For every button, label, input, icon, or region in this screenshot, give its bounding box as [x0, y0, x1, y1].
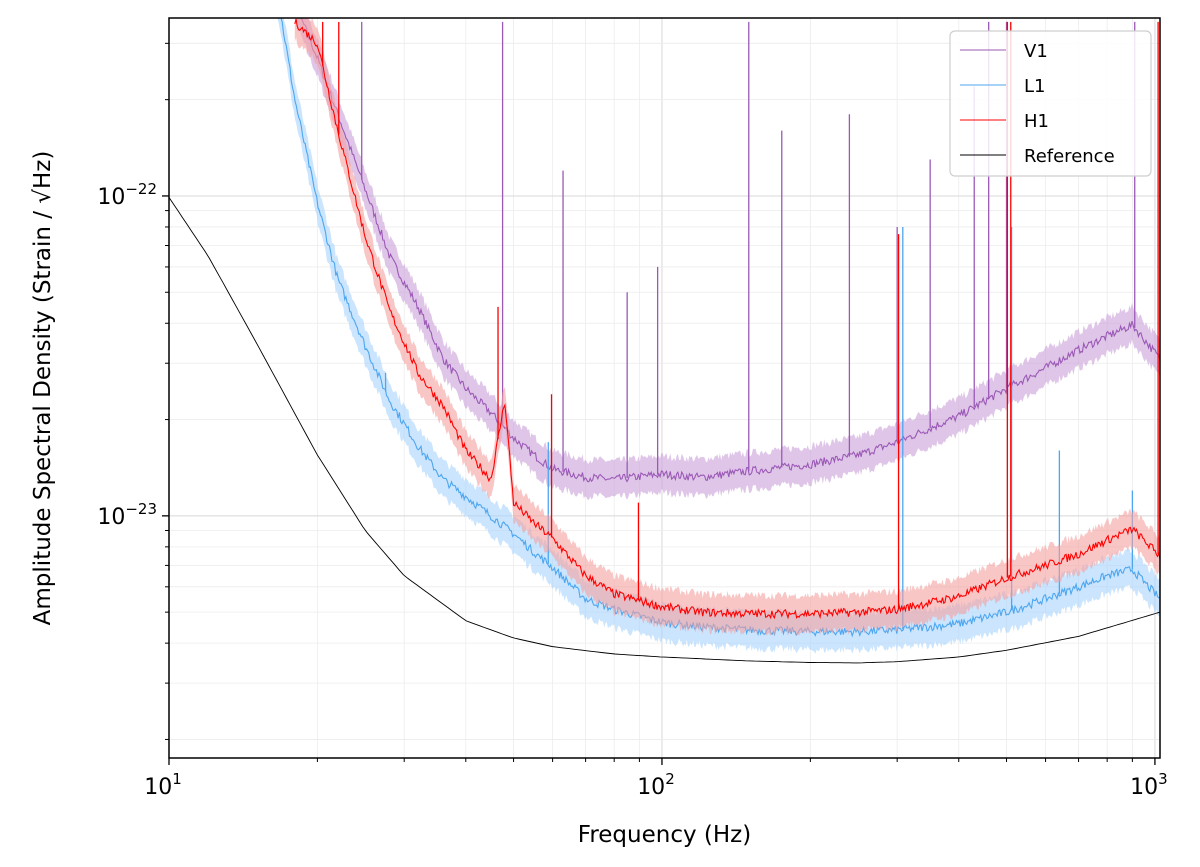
series-band: [294, 18, 1160, 636]
x-tick-base: 10: [637, 775, 665, 800]
x-tick-base: 10: [1130, 775, 1158, 800]
legend-box: [949, 30, 1152, 177]
x-tick-exp: 1: [172, 770, 182, 788]
y-tick-base: 10: [97, 505, 125, 530]
x-tick-label: 102: [637, 770, 675, 800]
y-tick-label: 10−22: [97, 180, 157, 210]
x-axis-label: Frequency (Hz): [578, 822, 751, 848]
y-tick-base: 10: [97, 185, 125, 210]
y-axis-label: Amplitude Spectral Density (Strain / √Hz…: [30, 151, 56, 626]
series-band: [269, 18, 1160, 654]
x-tick-label: 101: [144, 770, 182, 800]
y-tick-exp: −22: [125, 180, 157, 198]
y-tick-label: 10−23: [97, 500, 157, 530]
series-line: [169, 197, 1160, 664]
y-tick-exp: −23: [125, 500, 157, 518]
x-tick-base: 10: [144, 775, 172, 800]
legend-label: V1: [1024, 41, 1048, 62]
x-tick-exp: 3: [1158, 770, 1168, 788]
legend: V1 L1 H1 Reference: [949, 30, 1152, 177]
x-tick-label: 103: [1130, 770, 1168, 800]
plot-frame: [168, 17, 1161, 759]
series-line: [294, 19, 1160, 620]
series-h1: [294, 18, 1160, 636]
legend-label: L1: [1024, 76, 1045, 97]
series-reference: [169, 197, 1160, 664]
legend-label: H1: [1024, 111, 1049, 132]
x-tick-exp: 2: [665, 770, 675, 788]
legend-label: Reference: [1024, 146, 1115, 167]
